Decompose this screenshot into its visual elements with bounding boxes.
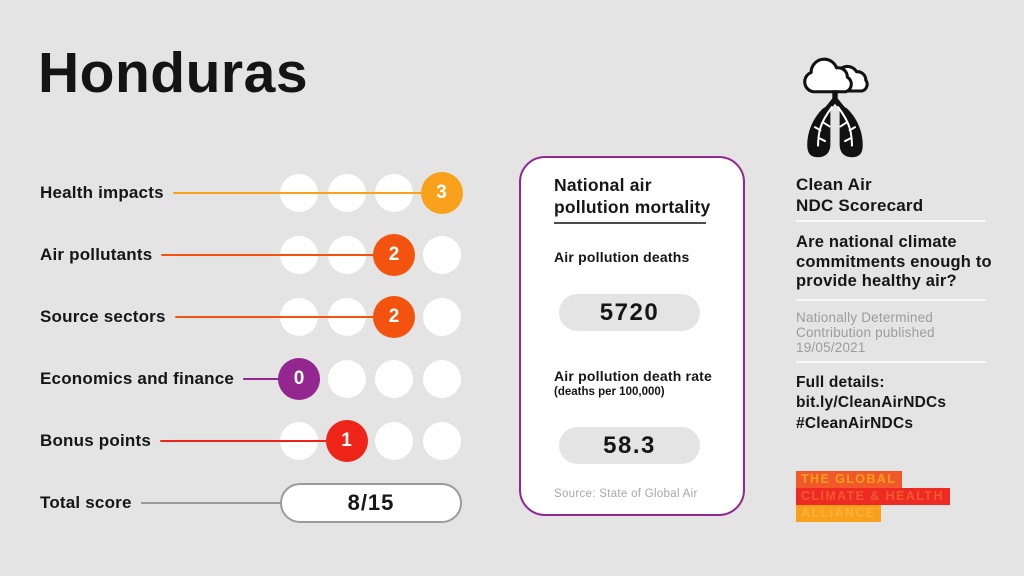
score-row: Bonus points 1 <box>0 410 520 472</box>
total-score-label: Total score <box>40 493 132 512</box>
score-dot-selected: 0 <box>278 358 320 400</box>
score-dot-selected: 2 <box>373 296 415 338</box>
score-row: Source sectors 2 <box>0 286 520 348</box>
scorecard-heading-line2: NDC Scorecard <box>796 196 924 215</box>
total-score-connector-line <box>141 501 290 505</box>
score-row: Health impacts 3 <box>0 162 520 224</box>
full-details-block: Full details: bit.ly/CleanAirNDCs <box>796 373 946 412</box>
score-connector-line <box>173 191 442 195</box>
score-row-label: Air pollutants <box>40 245 153 264</box>
total-score-value: 8/15 <box>347 490 395 515</box>
score-dot-empty <box>422 422 461 460</box>
gcha-logo-line: CLIMATE & HEALTH <box>796 488 950 505</box>
deaths-value: 5720 <box>599 298 660 326</box>
score-dot-selected: 3 <box>420 172 463 214</box>
total-score-pill: 8/15 <box>280 483 462 523</box>
scorecard-question: Are national climate commitments enough … <box>796 233 992 290</box>
sidebar: Clean Air NDC Scorecard Are national cli… <box>796 0 1011 576</box>
score-dot-empty <box>375 422 413 460</box>
lungs-cloud-icon <box>803 57 869 158</box>
score-dot-empty <box>375 360 413 398</box>
score-connector-line <box>243 377 299 381</box>
score-connector-line <box>160 439 347 443</box>
score-dot-selected: 1 <box>325 420 368 462</box>
full-details-label: Full details: <box>796 374 885 391</box>
deaths-value-pill: 5720 <box>559 294 700 331</box>
score-dot-empty <box>327 360 366 398</box>
mortality-card-title: National air pollution mortality <box>554 175 711 217</box>
gcha-logo-line: ALLIANCE <box>796 505 882 522</box>
hashtag: #CleanAirNDCs <box>796 415 914 432</box>
details-link[interactable]: bit.ly/CleanAirNDCs <box>796 393 947 411</box>
data-source-note: Source: State of Global Air <box>554 488 698 500</box>
ndc-publication-note: Nationally Determined Contribution publi… <box>796 310 935 355</box>
sidebar-divider-1 <box>796 220 986 222</box>
score-row-label: Health impacts <box>40 183 164 202</box>
mortality-card: National air pollution mortality Air pol… <box>519 156 745 516</box>
death-rate-value: 58.3 <box>603 431 656 459</box>
score-dot-selected: 2 <box>373 234 415 276</box>
score-connector-line <box>161 253 394 257</box>
scorecard-heading-line1: Clean Air <box>796 175 872 194</box>
score-row-label: Bonus points <box>40 431 151 450</box>
gcha-logo: THE GLOBAL CLIMATE & HEALTH ALLIANCE <box>796 471 950 522</box>
page-title: Honduras <box>38 41 309 105</box>
gcha-logo-line: THE GLOBAL <box>796 471 903 488</box>
score-dot-empty <box>422 236 461 274</box>
scorecard-heading: Clean Air NDC Scorecard <box>796 174 923 216</box>
score-row: Air pollutants 2 <box>0 224 520 286</box>
sidebar-divider-3 <box>796 361 986 363</box>
sidebar-divider-2 <box>796 299 986 301</box>
score-dot-empty <box>422 298 461 336</box>
mortality-card-divider <box>554 222 706 224</box>
score-connector-line <box>175 315 394 319</box>
score-dot-empty <box>422 360 461 398</box>
death-rate-value-pill: 58.3 <box>559 427 700 464</box>
death-rate-label: Air pollution death rate <box>554 368 713 384</box>
death-rate-sublabel: (deaths per 100,000) <box>554 386 665 398</box>
score-row-label: Economics and finance <box>40 369 235 388</box>
score-row-label: Source sectors <box>40 307 166 326</box>
score-row: Economics and finance 0 <box>0 348 520 410</box>
deaths-label: Air pollution deaths <box>554 249 690 265</box>
